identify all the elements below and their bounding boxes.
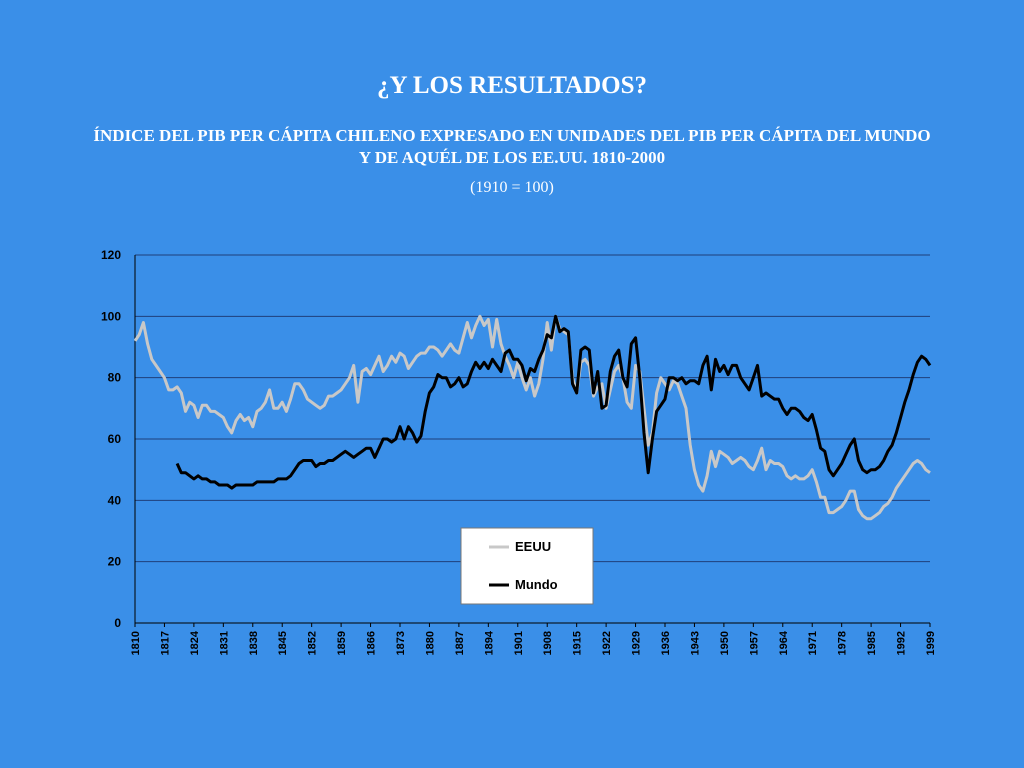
slide-subtitle-base-year: (1910 = 100) bbox=[470, 179, 554, 196]
x-tick-label: 1845 bbox=[277, 631, 289, 655]
chart-axes bbox=[134, 255, 931, 627]
y-tick-label: 60 bbox=[108, 432, 122, 446]
x-tick-label: 1887 bbox=[454, 631, 466, 655]
legend-label-mundo: Mundo bbox=[515, 577, 558, 592]
x-tick-label: 1992 bbox=[896, 631, 908, 655]
legend-box bbox=[460, 527, 594, 605]
x-tick-label: 1894 bbox=[483, 630, 495, 655]
y-tick-label: 120 bbox=[101, 248, 121, 262]
x-tick-label: 1859 bbox=[336, 631, 348, 655]
x-tick-label: 1831 bbox=[218, 631, 230, 655]
x-tick-label: 1950 bbox=[719, 631, 731, 655]
series-line-mundo bbox=[175, 314, 932, 490]
x-tick-label: 1866 bbox=[366, 631, 378, 655]
grid-lines bbox=[135, 254, 930, 563]
y-tick-label: 40 bbox=[108, 493, 122, 507]
x-tick-label: 1880 bbox=[424, 631, 436, 655]
x-tick-label: 1873 bbox=[395, 631, 407, 655]
x-tick-label: 1922 bbox=[601, 631, 613, 655]
y-tick-label: 100 bbox=[101, 309, 121, 323]
legend-label-eeuu: EEUU bbox=[515, 539, 551, 554]
x-tick-label: 1964 bbox=[778, 630, 790, 655]
x-tick-label: 1943 bbox=[689, 631, 701, 655]
x-tick-label: 1978 bbox=[837, 631, 849, 655]
x-tick-label: 1838 bbox=[248, 631, 260, 655]
x-tick-label: 1957 bbox=[748, 631, 760, 655]
x-tick-label: 1936 bbox=[660, 631, 672, 655]
x-tick-label: 1810 bbox=[130, 631, 142, 655]
y-tick-label: 0 bbox=[114, 616, 121, 630]
series-line-eeuu bbox=[133, 314, 931, 521]
y-axis-ticks: 0 20 40 60 80 100 120 bbox=[101, 248, 121, 630]
x-tick-label: 1824 bbox=[189, 630, 201, 655]
y-tick-label: 80 bbox=[108, 371, 122, 385]
x-tick-label: 1817 bbox=[159, 631, 171, 655]
chart-legend: EEUU Mundo bbox=[460, 527, 594, 605]
x-axis-ticks: 1810 1817 1824 1831 1838 1845 1852 1859 1866 1873… bbox=[130, 630, 937, 655]
x-tick-label: 1915 bbox=[572, 631, 584, 655]
series-lines bbox=[133, 314, 932, 521]
x-tick-label: 1929 bbox=[631, 631, 643, 655]
y-tick-label: 20 bbox=[108, 555, 122, 569]
x-tick-label: 1985 bbox=[866, 631, 878, 655]
x-tick-label: 1908 bbox=[542, 631, 554, 655]
x-tick-label: 1999 bbox=[925, 631, 937, 655]
x-tick-label: 1852 bbox=[307, 631, 319, 655]
slide-title: ¿Y LOS RESULTADOS? bbox=[377, 72, 647, 99]
slide-subtitle: ÍNDICE DEL PIB PER CÁPITA CHILENO EXPRES… bbox=[93, 126, 931, 167]
x-tick-label: 1901 bbox=[513, 631, 525, 655]
x-tick-label: 1971 bbox=[807, 631, 819, 655]
